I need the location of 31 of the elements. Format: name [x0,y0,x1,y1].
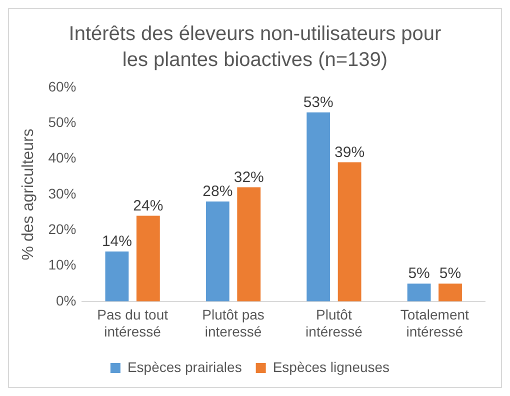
x-tick-label: Plutôt pas interessé [202,306,264,340]
bar [338,162,362,302]
bar [237,187,261,302]
y-tick-label: 30% [48,185,76,202]
legend-label: Espèces prairiales [127,358,242,375]
data-label: 32% [234,168,264,186]
data-label: 24% [133,197,164,214]
x-tick-label: Pas du tout intéressé [97,306,168,340]
bar [407,284,431,302]
bar [206,202,230,302]
data-label: 5% [439,265,462,282]
data-label: 39% [334,144,365,161]
y-tick-label: 20% [48,220,76,237]
data-label: 28% [202,183,233,200]
y-tick-label: 50% [48,114,76,130]
data-label: 14% [102,233,132,250]
chart-title: Intérêts des éleveurs non-utilisateurs pour les plantes bioactives (n=139) [68,22,442,73]
data-label: 5% [408,265,430,282]
legend-label: Espèces ligneuses [272,358,390,375]
bar [438,284,462,302]
data-label: 53% [303,94,334,112]
y-tick-label: 40% [48,150,76,166]
y-tick-label: 60% [48,78,76,94]
y-axis-title: % des agriculteurs [20,128,38,260]
x-tick-label: Totalement intéressé [400,306,470,340]
bar [105,251,129,302]
y-tick-label: 0% [56,292,76,308]
x-tick-label: Plutôt intéressé [306,306,363,340]
bar [306,112,330,302]
y-tick-label: 10% [48,256,76,273]
bar [136,216,160,302]
